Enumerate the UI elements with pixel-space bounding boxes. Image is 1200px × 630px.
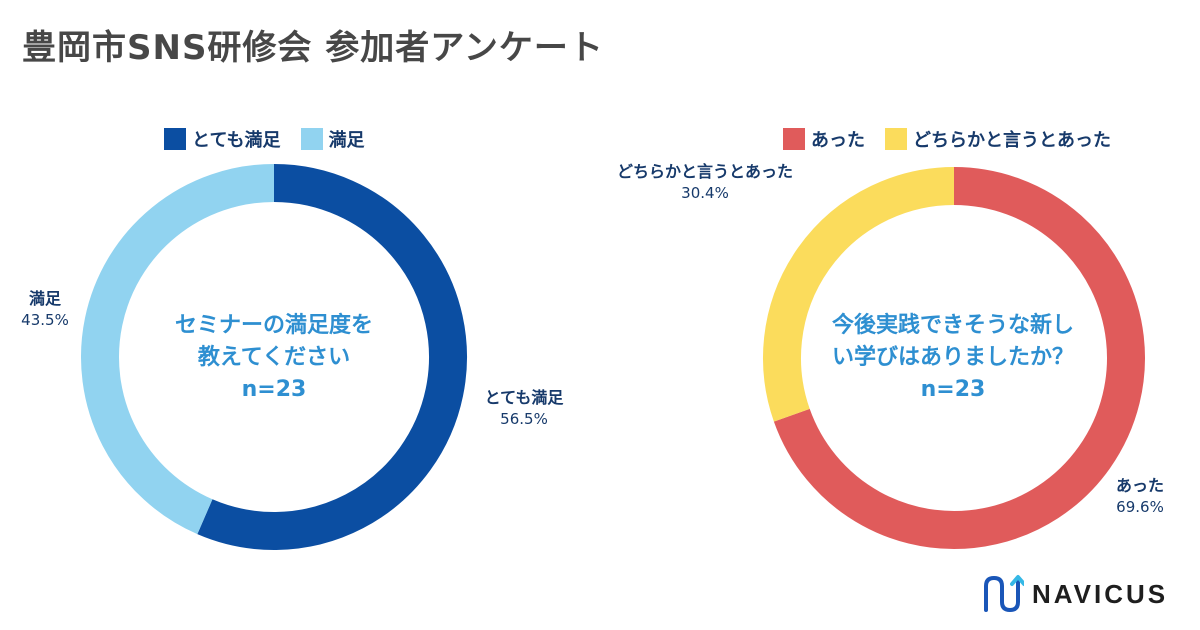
legend-item-yes: あった bbox=[783, 126, 865, 152]
center-line: n=23 bbox=[241, 376, 307, 402]
legend-label: あった bbox=[811, 130, 865, 151]
brand-name: NAVICUS bbox=[1032, 578, 1169, 609]
page-title: 豊岡市SNS研修会 参加者アンケート bbox=[22, 28, 604, 68]
legend-swatch bbox=[885, 128, 907, 150]
slice-very-satisfied bbox=[197, 164, 467, 550]
slice-somewhat-yes bbox=[763, 167, 955, 422]
slice-label-very-satisfied: とても満足 56.5% bbox=[474, 386, 574, 431]
legend-left: とても満足 満足 bbox=[164, 126, 377, 152]
legend-swatch bbox=[783, 128, 805, 150]
donut-center-text-learning: 今後実践できそうな新し い学びはありましたか？ n=23 bbox=[795, 310, 1111, 406]
slice-label-value: 30.4% bbox=[681, 184, 729, 203]
navicus-logo-icon bbox=[984, 575, 1024, 613]
legend-right: あった どちらかと言うとあった bbox=[783, 126, 1123, 152]
slice-label-text: 満足 bbox=[28, 289, 61, 308]
donut-center-text-satisfaction: セミナーの満足度を 教えてください n=23 bbox=[156, 310, 392, 406]
center-line: 教えてください bbox=[197, 344, 351, 370]
legend-swatch bbox=[164, 128, 186, 150]
slice-label-satisfied: 満足 43.5% bbox=[10, 287, 80, 332]
slice-yes bbox=[773, 167, 1145, 549]
slice-label-yes: あった 69.6% bbox=[1100, 474, 1180, 519]
slice-label-somewhat-yes: どちらかと言うとあった 30.4% bbox=[585, 160, 825, 205]
legend-label: 満足 bbox=[328, 130, 365, 151]
legend-item-very-satisfied: とても満足 bbox=[164, 126, 281, 152]
slice-label-value: 56.5% bbox=[500, 410, 548, 429]
slice-label-text: あった bbox=[1115, 476, 1164, 495]
legend-item-somewhat-yes: どちらかと言うとあった bbox=[885, 126, 1111, 152]
center-line: セミナーの満足度を bbox=[174, 313, 373, 338]
slice-label-value: 69.6% bbox=[1116, 498, 1164, 517]
legend-swatch bbox=[300, 128, 323, 150]
center-line: 今後実践できそうな新し bbox=[831, 313, 1074, 338]
slice-label-text: どちらかと言うとあった bbox=[616, 162, 793, 181]
brand-logo: NAVICUS bbox=[980, 572, 1168, 616]
slice-satisfied bbox=[81, 164, 275, 535]
slice-label-value: 43.5% bbox=[21, 311, 69, 330]
center-line: n=23 bbox=[920, 376, 986, 402]
slice-label-text: とても満足 bbox=[484, 388, 564, 407]
legend-item-satisfied: 満足 bbox=[300, 126, 365, 152]
legend-label: とても満足 bbox=[192, 130, 281, 151]
center-line: い学びはありましたか？ bbox=[831, 344, 1074, 370]
legend-label: どちらかと言うとあった bbox=[913, 130, 1111, 151]
